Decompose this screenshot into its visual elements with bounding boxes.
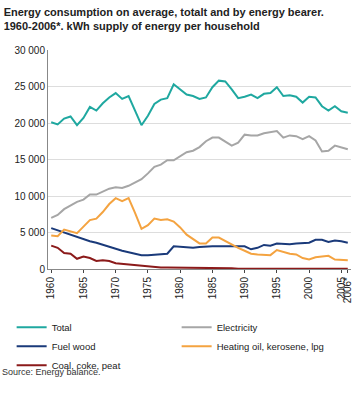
svg-text:2005: 2005 bbox=[336, 277, 347, 300]
svg-text:1990: 1990 bbox=[239, 277, 250, 300]
svg-text:Total: Total bbox=[52, 322, 72, 333]
svg-text:Fuel wood: Fuel wood bbox=[52, 341, 96, 352]
svg-text:5 000: 5 000 bbox=[20, 227, 45, 238]
svg-text:10 000: 10 000 bbox=[14, 191, 45, 202]
svg-text:Source: Energy balance.: Source: Energy balance. bbox=[2, 367, 101, 377]
svg-text:1975: 1975 bbox=[142, 277, 153, 300]
svg-text:1965: 1965 bbox=[78, 277, 89, 300]
svg-text:Heating oil, kerosene, lpg: Heating oil, kerosene, lpg bbox=[217, 341, 324, 352]
svg-text:1995: 1995 bbox=[271, 277, 282, 300]
svg-text:1970: 1970 bbox=[110, 277, 121, 300]
svg-text:0: 0 bbox=[39, 264, 45, 275]
svg-text:Coal, coke, peat: Coal, coke, peat bbox=[52, 360, 121, 371]
svg-text:1960: 1960 bbox=[45, 277, 56, 300]
svg-text:15 000: 15 000 bbox=[14, 154, 45, 165]
svg-text:30 000: 30 000 bbox=[14, 45, 45, 56]
svg-text:25 000: 25 000 bbox=[14, 81, 45, 92]
svg-text:1980: 1980 bbox=[174, 277, 185, 300]
svg-text:Electricity: Electricity bbox=[217, 322, 258, 333]
svg-text:1985: 1985 bbox=[207, 277, 218, 300]
svg-text:2000: 2000 bbox=[303, 277, 314, 300]
svg-text:Energy consumption on average,: Energy consumption on average, totalt an… bbox=[4, 6, 324, 32]
svg-text:20 000: 20 000 bbox=[14, 118, 45, 129]
svg-text:2006*: 2006* bbox=[342, 277, 353, 303]
